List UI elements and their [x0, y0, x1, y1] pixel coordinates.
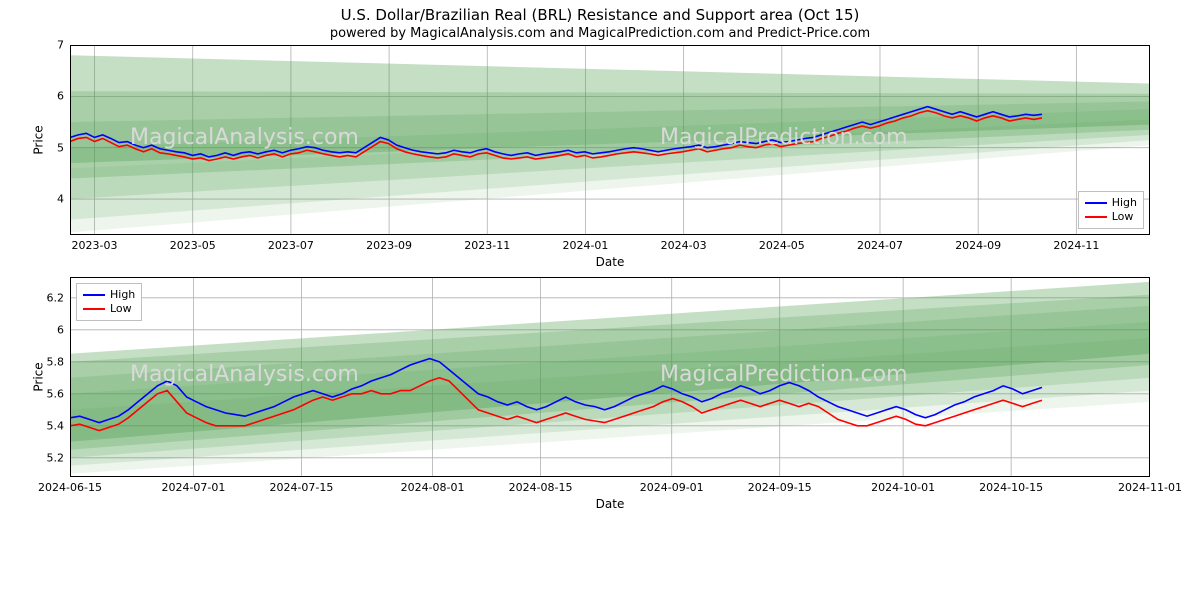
ytick-label: 7 — [24, 39, 70, 52]
ytick-label: 4 — [24, 193, 70, 206]
xtick-label: 2023-11 — [464, 235, 510, 252]
bottom-chart-legend: High Low — [76, 283, 142, 321]
bottom-chart-svg — [70, 277, 1150, 477]
xtick-label: 2023-03 — [72, 235, 118, 252]
legend-swatch-low — [1085, 216, 1107, 218]
ytick-label: 5.2 — [24, 451, 70, 464]
xtick-label: 2024-03 — [661, 235, 707, 252]
xtick-label: 2023-09 — [366, 235, 412, 252]
top-chart-legend: High Low — [1078, 191, 1144, 229]
legend-swatch-low — [83, 308, 105, 310]
xtick-label: 2024-06-15 — [38, 477, 102, 494]
ytick-label: 6 — [24, 323, 70, 336]
chart-main-title: U.S. Dollar/Brazilian Real (BRL) Resista… — [0, 0, 1200, 24]
legend-label: High — [110, 288, 135, 302]
bottom-chart-container: Price MagicalAnalysis.com MagicalPredict… — [70, 277, 1150, 477]
xtick-label: 2024-08-15 — [509, 477, 573, 494]
ytick-label: 5 — [24, 141, 70, 154]
legend-row: Low — [1085, 210, 1137, 224]
xtick-label: 2024-07-15 — [269, 477, 333, 494]
xtick-label: 2024-09-01 — [640, 477, 704, 494]
chart-subtitle: powered by MagicalAnalysis.com and Magic… — [0, 24, 1200, 45]
legend-swatch-high — [83, 294, 105, 296]
ytick-label: 5.6 — [24, 387, 70, 400]
ytick-label: 5.8 — [24, 355, 70, 368]
legend-label: Low — [1112, 210, 1134, 224]
ytick-label: 6 — [24, 90, 70, 103]
legend-row: High — [1085, 196, 1137, 210]
top-chart-container: Price MagicalAnalysis.com MagicalPredict… — [70, 45, 1150, 235]
xtick-label: 2024-05 — [759, 235, 805, 252]
xtick-label: 2023-05 — [170, 235, 216, 252]
xtick-label: 2024-11-01 — [1118, 477, 1182, 494]
ytick-label: 6.2 — [24, 291, 70, 304]
xtick-label: 2024-10-01 — [871, 477, 935, 494]
xtick-label: 2024-11 — [1053, 235, 1099, 252]
xtick-label: 2024-07 — [857, 235, 903, 252]
legend-label: Low — [110, 302, 132, 316]
ytick-label: 5.4 — [24, 419, 70, 432]
legend-row: High — [83, 288, 135, 302]
xtick-label: 2024-09 — [955, 235, 1001, 252]
xtick-label: 2024-08-01 — [401, 477, 465, 494]
xtick-label: 2024-07-01 — [161, 477, 225, 494]
bottom-chart-xlabel: Date — [70, 497, 1150, 511]
top-chart-svg — [70, 45, 1150, 235]
legend-swatch-high — [1085, 202, 1107, 204]
legend-label: High — [1112, 196, 1137, 210]
legend-row: Low — [83, 302, 135, 316]
top-chart-xlabel: Date — [70, 255, 1150, 269]
xtick-label: 2024-09-15 — [748, 477, 812, 494]
xtick-label: 2023-07 — [268, 235, 314, 252]
page-root: U.S. Dollar/Brazilian Real (BRL) Resista… — [0, 0, 1200, 600]
xtick-label: 2024-01 — [562, 235, 608, 252]
xtick-label: 2024-10-15 — [979, 477, 1043, 494]
